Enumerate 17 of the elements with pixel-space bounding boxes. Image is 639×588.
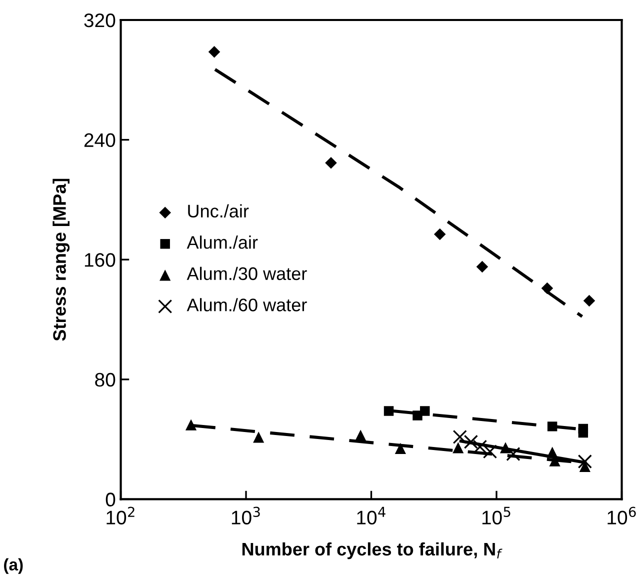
legend-label: Alum./air — [186, 236, 258, 249]
y-axis-title: Stress range [MPa] — [52, 178, 70, 341]
text: (a) — [4, 558, 23, 574]
y-tick-label: 160 — [84, 253, 116, 267]
x-tick-label: 10$^{6}$ — [608, 506, 636, 524]
x-tick-label: 10$^{2}$ — [106, 506, 134, 524]
legend-label: Alum./30 water — [186, 266, 307, 280]
y-tick-label: 320 — [84, 13, 116, 28]
x-tick-label: 10$^{3}$ — [232, 506, 260, 524]
x-axis-title: Number of cycles to failure, N$_{f}$ — [242, 542, 502, 560]
x-tick-label: 10$^{5}$ — [482, 506, 510, 524]
y-tick-label: 0 — [106, 492, 116, 506]
legend-label: Unc./air — [188, 204, 249, 218]
legend-label: Alum./60 water — [186, 298, 307, 312]
y-tick-label: 80 — [95, 372, 116, 387]
x-tick-label: 10$^{4}$ — [357, 506, 386, 524]
y-tick-label: 240 — [84, 133, 116, 148]
